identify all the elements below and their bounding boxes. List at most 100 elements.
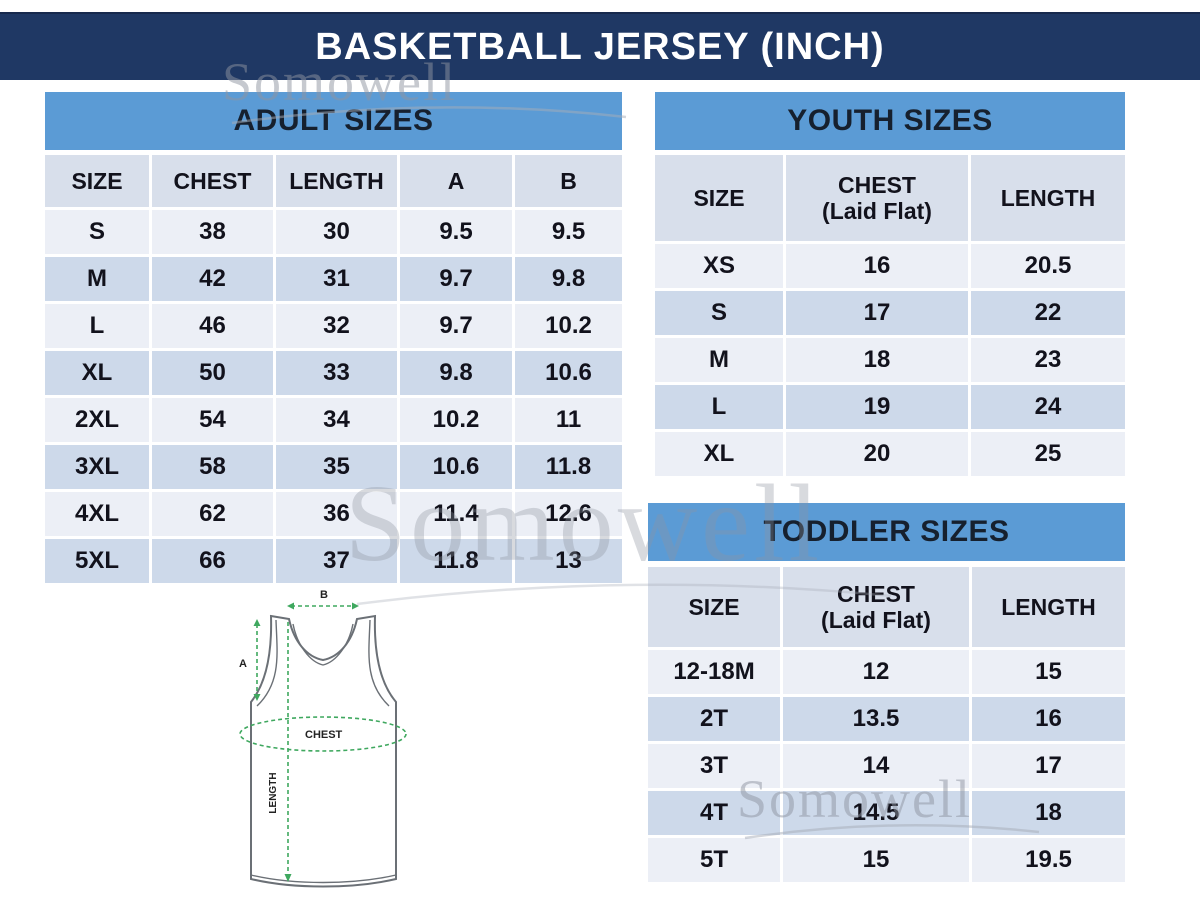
table-cell: 19.5 bbox=[972, 838, 1125, 882]
column-header: A bbox=[400, 155, 512, 207]
table-cell: 9.5 bbox=[400, 210, 512, 254]
table-row: XL 50 33 9.8 10.6 bbox=[45, 351, 622, 395]
a-arrowhead-bottom bbox=[253, 694, 261, 701]
youth-sizes-title: YOUTH SIZES bbox=[787, 104, 993, 137]
table-cell: 17 bbox=[972, 744, 1125, 788]
length-arrowhead bbox=[284, 874, 292, 882]
table-cell: 4XL bbox=[45, 492, 149, 536]
chest-label: CHEST bbox=[305, 729, 343, 741]
table-row: S 17 22 bbox=[655, 291, 1125, 335]
table-cell: 16 bbox=[786, 244, 968, 288]
table-cell: 3T bbox=[648, 744, 780, 788]
table-cell: 33 bbox=[276, 351, 397, 395]
table-cell: 54 bbox=[152, 398, 273, 442]
table-cell: 12 bbox=[783, 650, 969, 694]
table-cell: 9.5 bbox=[515, 210, 622, 254]
column-header: SIZE bbox=[655, 155, 783, 241]
table-cell: 23 bbox=[971, 338, 1125, 382]
table-row: M 18 23 bbox=[655, 338, 1125, 382]
table-cell: L bbox=[45, 304, 149, 348]
table-row: 2XL 54 34 10.2 11 bbox=[45, 398, 622, 442]
column-header: SIZE bbox=[45, 155, 149, 207]
table-cell: 20.5 bbox=[971, 244, 1125, 288]
table-row: 3T 14 17 bbox=[648, 744, 1125, 788]
a-arrowhead-top bbox=[253, 619, 261, 626]
table-cell: 18 bbox=[972, 791, 1125, 835]
column-header: CHEST (Laid Flat) bbox=[786, 155, 968, 241]
table-cell: 11.8 bbox=[400, 539, 512, 583]
adult-sizes-banner: ADULT SIZES bbox=[45, 92, 622, 150]
toddler-sizes-table: SIZE CHEST (Laid Flat) LENGTH 12-18M 12 15 2T 1… bbox=[648, 567, 1125, 885]
b-label: B bbox=[320, 589, 328, 601]
chest-measure-ellipse bbox=[239, 716, 407, 752]
column-header: CHEST (Laid Flat) bbox=[783, 567, 969, 647]
table-cell: 46 bbox=[152, 304, 273, 348]
column-header: LENGTH bbox=[276, 155, 397, 207]
table-cell: 17 bbox=[786, 291, 968, 335]
hem-line bbox=[250, 874, 397, 884]
table-cell: 9.8 bbox=[400, 351, 512, 395]
table-row: 12-18M 12 15 bbox=[648, 650, 1125, 694]
table-cell: 36 bbox=[276, 492, 397, 536]
table-cell: 16 bbox=[972, 697, 1125, 741]
table-header-row: SIZE CHEST LENGTH A B bbox=[45, 155, 622, 207]
column-header: SIZE bbox=[648, 567, 780, 647]
table-row: M 42 31 9.7 9.8 bbox=[45, 257, 622, 301]
table-cell: 10.6 bbox=[400, 445, 512, 489]
table-cell: 5XL bbox=[45, 539, 149, 583]
table-row: XS 16 20.5 bbox=[655, 244, 1125, 288]
jersey-measurement-diagram: B A CHEST LENGTH bbox=[233, 588, 443, 898]
table-cell: 9.7 bbox=[400, 304, 512, 348]
b-arrowhead-right bbox=[352, 602, 359, 610]
table-cell: 11.8 bbox=[515, 445, 622, 489]
table-cell: 15 bbox=[783, 838, 969, 882]
table-header-row: SIZE CHEST (Laid Flat) LENGTH bbox=[648, 567, 1125, 647]
column-header: LENGTH bbox=[971, 155, 1125, 241]
table-cell: 25 bbox=[971, 432, 1125, 476]
table-row: XL 20 25 bbox=[655, 432, 1125, 476]
table-row: 5XL 66 37 11.8 13 bbox=[45, 539, 622, 583]
column-header: LENGTH bbox=[972, 567, 1125, 647]
table-header-row: SIZE CHEST (Laid Flat) LENGTH bbox=[655, 155, 1125, 241]
toddler-sizes-banner: TODDLER SIZES bbox=[648, 503, 1125, 561]
table-cell: 58 bbox=[152, 445, 273, 489]
table-row: 4XL 62 36 11.4 12.6 bbox=[45, 492, 622, 536]
table-cell: 12-18M bbox=[648, 650, 780, 694]
table-cell: 37 bbox=[276, 539, 397, 583]
column-header: B bbox=[515, 155, 622, 207]
table-cell: 5T bbox=[648, 838, 780, 882]
table-cell: 4T bbox=[648, 791, 780, 835]
table-cell: M bbox=[45, 257, 149, 301]
table-cell: 9.7 bbox=[400, 257, 512, 301]
table-cell: 10.2 bbox=[400, 398, 512, 442]
a-label: A bbox=[239, 658, 247, 670]
table-cell: 11.4 bbox=[400, 492, 512, 536]
table-cell: 14.5 bbox=[783, 791, 969, 835]
table-cell: 62 bbox=[152, 492, 273, 536]
table-cell: 22 bbox=[971, 291, 1125, 335]
table-cell: 14 bbox=[783, 744, 969, 788]
youth-sizes-banner: YOUTH SIZES bbox=[655, 92, 1125, 150]
table-cell: 31 bbox=[276, 257, 397, 301]
table-cell: 24 bbox=[971, 385, 1125, 429]
table-cell: S bbox=[655, 291, 783, 335]
table-cell: 2T bbox=[648, 697, 780, 741]
table-cell: 38 bbox=[152, 210, 273, 254]
neck-trim-line bbox=[292, 623, 354, 666]
table-cell: XL bbox=[45, 351, 149, 395]
table-cell: 66 bbox=[152, 539, 273, 583]
column-header: CHEST bbox=[152, 155, 273, 207]
table-row: 5T 15 19.5 bbox=[648, 838, 1125, 882]
left-armhole-trim bbox=[256, 619, 278, 707]
table-cell: XL bbox=[655, 432, 783, 476]
table-cell: 3XL bbox=[45, 445, 149, 489]
table-cell: 15 bbox=[972, 650, 1125, 694]
table-cell: 35 bbox=[276, 445, 397, 489]
table-row: 3XL 58 35 10.6 11.8 bbox=[45, 445, 622, 489]
table-cell: 2XL bbox=[45, 398, 149, 442]
jersey-diagram-svg: B A CHEST LENGTH bbox=[239, 589, 407, 888]
table-cell: 11 bbox=[515, 398, 622, 442]
table-cell: 34 bbox=[276, 398, 397, 442]
length-label: LENGTH bbox=[268, 772, 279, 813]
